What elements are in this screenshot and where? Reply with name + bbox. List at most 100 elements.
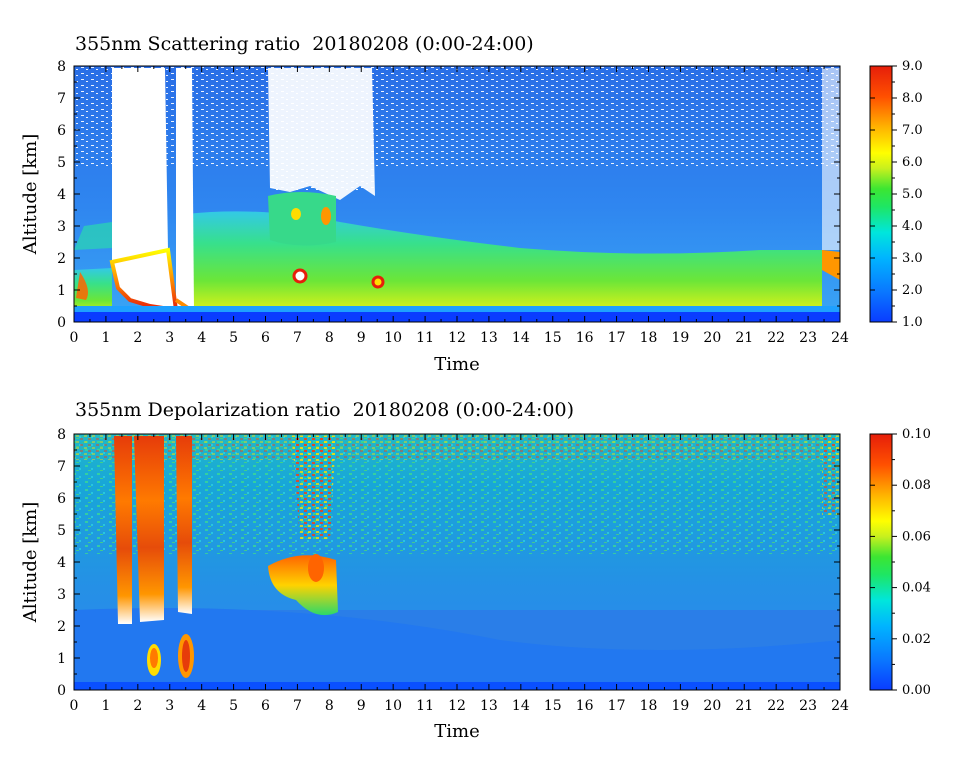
x-tick-label: 8 [325, 330, 334, 346]
scattering-ratio-panel: 355nm Scattering ratio 20180208 (0:00-24… [20, 33, 923, 375]
x-tick-label: 9 [357, 698, 366, 714]
colorbar-tick-label: 3.0 [902, 251, 923, 266]
y-tick-label: 7 [57, 91, 66, 107]
x-tick-label: 11 [416, 330, 434, 346]
x-tick-label: 5 [229, 698, 238, 714]
x-tick-label: 23 [799, 698, 817, 714]
x-tick-label: 12 [448, 698, 466, 714]
x-tick-label: 6 [261, 330, 270, 346]
colorbar-tick-label: 0.00 [902, 683, 931, 698]
x-tick-label: 0 [70, 330, 79, 346]
y-tick-label: 1 [57, 651, 66, 667]
x-tick-label: 14 [512, 698, 530, 714]
y-tick-label: 2 [57, 619, 66, 635]
x-tick-label: 5 [229, 330, 238, 346]
colorbar-tick-label: 0.04 [902, 581, 931, 596]
x-tick-label: 0 [70, 698, 79, 714]
x-tick-label: 1 [101, 698, 110, 714]
depolarization-ratio-panel: 355nm Depolarization ratio 20180208 (0:0… [20, 399, 931, 742]
x-tick-label: 17 [608, 698, 626, 714]
x-tick-label: 22 [767, 330, 785, 346]
x-tick-label: 10 [384, 330, 402, 346]
x-tick-label: 10 [384, 698, 402, 714]
y-axis-label: Altitude [km] [20, 502, 41, 624]
colorbar-tick-label: 6.0 [902, 155, 923, 170]
x-tick-label: 2 [133, 698, 142, 714]
heatmap-field [74, 434, 840, 690]
y-tick-label: 4 [57, 555, 66, 571]
colorbar: 1.0 2.0 3.0 4.0 5.0 6.0 7.0 8.0 9.0 [869, 59, 923, 330]
colorbar-tick-label: 0.02 [902, 632, 931, 647]
colorbar-tick-label: 9.0 [902, 59, 923, 74]
colorbar-tick-label: 2.0 [902, 283, 923, 298]
x-tick-label: 22 [767, 698, 785, 714]
y-tick-label: 2 [57, 251, 66, 267]
x-tick-label: 1 [101, 330, 110, 346]
x-tick-label: 15 [544, 698, 562, 714]
y-tick-label: 6 [57, 123, 66, 139]
chart-title: 355nm Depolarization ratio 20180208 (0:0… [75, 399, 574, 421]
x-tick-label: 18 [640, 698, 658, 714]
x-tick-label: 20 [703, 698, 721, 714]
colorbar-tick-label: 0.08 [902, 478, 931, 493]
y-tick-label: 0 [57, 683, 66, 699]
x-axis: 0 1 2 3 4 5 6 7 8 9 10 11 12 13 14 15 16 17 18 19 20 21 22 23 24 [70, 66, 849, 346]
x-tick-label: 6 [261, 698, 270, 714]
x-axis-label: Time [434, 354, 479, 375]
heatmap-field [74, 66, 840, 322]
x-tick-label: 13 [480, 698, 498, 714]
x-tick-label: 19 [672, 698, 690, 714]
y-tick-label: 0 [57, 315, 66, 331]
colorbar-tick-label: 4.0 [902, 219, 923, 234]
x-tick-label: 24 [831, 330, 849, 346]
y-tick-label: 4 [57, 187, 66, 203]
y-tick-label: 3 [57, 219, 66, 235]
x-axis: 0 1 2 3 4 5 6 7 8 9 10 11 12 13 14 15 16 17 18 19 20 21 22 23 24 [70, 434, 849, 714]
colorbar-tick-label: 8.0 [902, 91, 923, 106]
chart-title: 355nm Scattering ratio 20180208 (0:00-24… [75, 33, 534, 55]
x-tick-label: 21 [735, 698, 753, 714]
x-tick-label: 16 [576, 330, 594, 346]
y-tick-label: 1 [57, 283, 66, 299]
x-tick-label: 7 [293, 698, 302, 714]
y-tick-label: 3 [57, 587, 66, 603]
colorbar-tick-label: 0.06 [902, 529, 931, 544]
x-tick-label: 4 [197, 330, 206, 346]
y-tick-label: 8 [57, 59, 66, 75]
x-tick-label: 13 [480, 330, 498, 346]
x-tick-label: 24 [831, 698, 849, 714]
y-tick-label: 8 [57, 427, 66, 443]
y-tick-label: 5 [57, 523, 66, 539]
x-tick-label: 4 [197, 698, 206, 714]
x-tick-label: 12 [448, 330, 466, 346]
y-tick-label: 7 [57, 459, 66, 475]
x-tick-label: 9 [357, 330, 366, 346]
x-tick-label: 3 [165, 330, 174, 346]
y-tick-label: 5 [57, 155, 66, 171]
x-tick-label: 2 [133, 330, 142, 346]
colorbar: 0.00 0.02 0.04 0.06 0.08 0.10 [869, 427, 931, 698]
x-tick-label: 15 [544, 330, 562, 346]
x-tick-label: 20 [703, 330, 721, 346]
y-axis: 0 1 2 3 4 5 6 7 8 [57, 427, 840, 699]
x-tick-label: 18 [640, 330, 658, 346]
colorbar-tick-label: 5.0 [902, 187, 923, 202]
colorbar-tick-label: 1.0 [902, 315, 923, 330]
y-axis: 0 1 2 3 4 5 6 7 8 [57, 59, 840, 331]
x-tick-label: 3 [165, 698, 174, 714]
x-tick-label: 7 [293, 330, 302, 346]
x-tick-label: 19 [672, 330, 690, 346]
x-tick-label: 17 [608, 330, 626, 346]
y-axis-label: Altitude [km] [20, 134, 41, 256]
x-axis-label: Time [434, 721, 479, 742]
colorbar-tick-label: 0.10 [902, 427, 931, 442]
x-tick-label: 14 [512, 330, 530, 346]
x-tick-label: 11 [416, 698, 434, 714]
x-tick-label: 21 [735, 330, 753, 346]
x-tick-label: 16 [576, 698, 594, 714]
x-tick-label: 8 [325, 698, 334, 714]
y-tick-label: 6 [57, 491, 66, 507]
colorbar-tick-label: 7.0 [902, 123, 923, 138]
x-tick-label: 23 [799, 330, 817, 346]
